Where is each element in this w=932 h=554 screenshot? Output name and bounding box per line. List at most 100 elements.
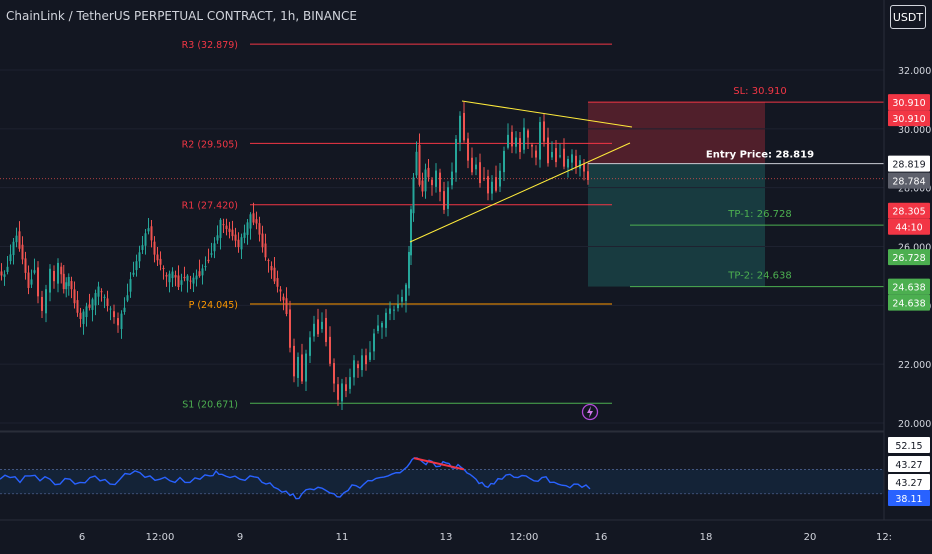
price-tag-7: 24.638 (892, 283, 925, 294)
candle-body (195, 275, 198, 280)
price-tag-8: 24.638 (892, 299, 925, 310)
candle-body (24, 258, 27, 273)
rsi-line (0, 457, 591, 500)
time-tick-2: 9 (237, 532, 243, 543)
price-tag-5: 44:10 (895, 223, 922, 234)
candle-body (483, 177, 485, 179)
candle-body (365, 355, 367, 365)
stop-loss-label: SL: 30.910 (733, 86, 786, 97)
price-axis: 32.00030.00028.00026.00024.00022.00020.0… (883, 0, 931, 520)
candle-body (159, 258, 162, 265)
candle-body (261, 233, 264, 248)
candle-body (213, 243, 216, 252)
candle-body (361, 355, 363, 371)
candle-body (495, 177, 497, 191)
price-tag-4: 28.305 (892, 207, 925, 218)
candle-body (192, 277, 195, 284)
time-tick-9: 12: (876, 532, 892, 543)
candle-body (282, 296, 285, 301)
price-tick-1: 30.000 (898, 125, 931, 136)
candle-body (587, 171, 589, 181)
candle-body (82, 311, 85, 324)
candle-body (547, 137, 549, 164)
candle-body (249, 214, 252, 229)
price-tag-bg-5 (888, 218, 930, 235)
candle-body (41, 296, 43, 311)
rsi-tag-bg-1 (888, 456, 930, 472)
candle-body (385, 312, 387, 328)
price-tick-2: 28.000 (898, 184, 931, 195)
candle-body (507, 134, 509, 148)
price-tick-5: 22.000 (898, 360, 931, 371)
candle-body (451, 171, 453, 186)
rsi-divergence-line (413, 457, 465, 471)
candle-body (491, 181, 493, 194)
pivot-label-1: R2 (29.505) (182, 139, 238, 150)
candle-body (317, 319, 319, 335)
candle-body (515, 137, 517, 147)
candle-body (180, 280, 183, 285)
time-tick-1: 12:00 (146, 532, 175, 543)
candle-body (397, 304, 399, 309)
candle-body (503, 150, 505, 173)
pivot-label-0: R3 (32.879) (182, 40, 238, 51)
candle-body (337, 384, 339, 400)
candle-body (373, 333, 375, 352)
currency-button[interactable]: USDT (890, 5, 926, 29)
alert-icon (581, 403, 599, 421)
entry-label: Entry Price: 28.819 (706, 150, 814, 161)
candle-body (252, 213, 255, 223)
candle-body (198, 271, 201, 277)
candle-body (405, 284, 407, 302)
pivot-levels: R3 (32.879) R2 (29.505) R1 (27.420) P (24.0… (0, 40, 884, 424)
candle-body (471, 157, 473, 173)
time-tick-3: 11 (336, 532, 349, 543)
candle-body (237, 239, 240, 248)
candle-body (285, 298, 288, 314)
candle-body (129, 279, 132, 292)
rsi-tag-bg-0 (888, 437, 930, 453)
candle-body (135, 261, 138, 271)
candle-body (463, 112, 465, 141)
candle-body (325, 317, 327, 343)
rsi-tag-2: 43.27 (895, 478, 922, 489)
candle-body (270, 266, 273, 271)
time-tick-4: 13 (440, 532, 453, 543)
candle-body (12, 241, 15, 256)
candle-body (132, 272, 135, 275)
candle-body (341, 383, 343, 402)
time-tick-7: 18 (700, 532, 713, 543)
candle-body (49, 268, 51, 293)
candle-body (421, 180, 424, 192)
candle-body (100, 291, 103, 293)
price-tag-6: 26.728 (892, 253, 925, 264)
time-tick-6: 16 (595, 532, 608, 543)
pivot-label-3: P (24.045) (189, 300, 238, 311)
rsi-tag-bg-2 (888, 474, 930, 490)
candle-body (246, 222, 249, 235)
candle-body (109, 308, 112, 310)
candle-body (0, 271, 3, 276)
candle-body (258, 223, 261, 235)
candle-body (389, 308, 391, 314)
candle-body (555, 148, 557, 163)
candle-body (225, 225, 228, 230)
price-tag-2: 28.819 (892, 160, 925, 171)
candle-body (37, 267, 39, 297)
rsi-panel (0, 430, 884, 500)
stop-loss-zone (588, 102, 765, 164)
candle-body (228, 228, 231, 232)
trendlines (409, 100, 633, 243)
candle-body (141, 245, 144, 250)
candle-body (279, 289, 282, 292)
rsi-tag-1: 43.27 (895, 460, 922, 471)
price-tick-0: 32.000 (898, 66, 931, 77)
candle-body (120, 313, 123, 329)
candle-body (21, 244, 24, 260)
candle-body (186, 275, 189, 281)
candle-body (264, 243, 267, 258)
time-tick-5: 12:00 (510, 532, 539, 543)
candle-body (297, 356, 299, 378)
